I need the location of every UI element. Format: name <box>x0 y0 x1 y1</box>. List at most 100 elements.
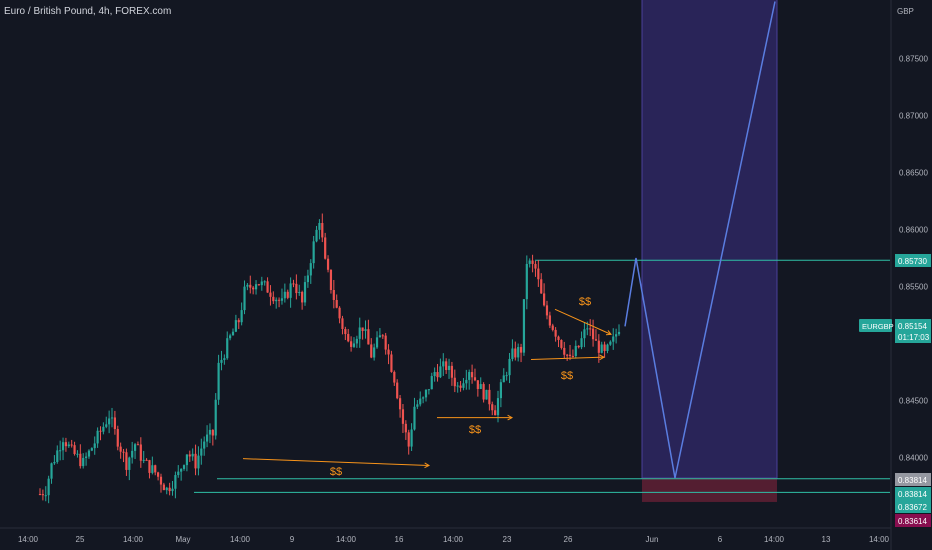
candle-body <box>447 365 451 371</box>
candle-body <box>459 385 462 388</box>
candle-body <box>64 442 68 447</box>
candle-body <box>257 284 261 286</box>
candle-body <box>329 269 333 291</box>
candle-body <box>298 292 301 294</box>
candle-body <box>514 348 517 358</box>
candle-body <box>577 345 580 348</box>
candle-body <box>396 382 399 399</box>
candle-body <box>462 383 465 388</box>
candle-body <box>350 341 353 347</box>
candle-body <box>499 382 502 399</box>
candle-body <box>312 241 315 264</box>
candle-body <box>217 362 220 400</box>
x-tick-label: 9 <box>290 535 295 544</box>
price-label: 0.85730 <box>898 257 927 266</box>
candle-body <box>289 283 292 298</box>
candle-body <box>194 453 197 469</box>
candle-body <box>119 446 122 452</box>
candle-body <box>277 299 281 301</box>
candle-body <box>606 344 609 351</box>
annotation-label: $$ <box>469 424 481 436</box>
candle-body <box>87 450 91 457</box>
candle-body <box>410 429 413 447</box>
candle-body <box>597 340 600 353</box>
candle-body <box>73 445 76 455</box>
candle-body <box>468 372 471 380</box>
candle-body <box>226 338 229 359</box>
candle-body <box>427 389 430 391</box>
candle-body <box>375 337 379 348</box>
candle-body <box>318 223 321 230</box>
candle-body <box>424 389 428 398</box>
candle-body <box>355 338 358 344</box>
candle-body <box>393 371 396 383</box>
x-tick-label: 14:00 <box>336 535 357 544</box>
candle-body <box>50 463 53 479</box>
sweep-arrow <box>554 308 612 335</box>
y-tick-label: 0.87500 <box>899 55 928 64</box>
candle-body <box>519 347 523 353</box>
candle-body <box>47 478 50 496</box>
candle-body <box>303 282 307 303</box>
candle-body <box>44 495 47 497</box>
candle-body <box>528 260 531 264</box>
candle-body <box>41 494 44 496</box>
candle-body <box>502 375 505 383</box>
candle-body <box>540 279 543 294</box>
candle-body <box>545 305 549 316</box>
price-label: 0.83814 <box>898 490 927 499</box>
countdown-label: 01:17:03 <box>898 333 930 342</box>
x-tick-label: 14:00 <box>230 535 251 544</box>
candle-body <box>116 429 119 447</box>
candle-body <box>505 375 508 377</box>
x-tick-label: 13 <box>822 535 831 544</box>
price-label-box <box>895 473 931 486</box>
candle-body <box>517 347 520 358</box>
candle-body <box>347 334 350 342</box>
candle-body <box>589 328 592 330</box>
candle-body <box>617 331 621 335</box>
candle-body <box>229 335 232 339</box>
candle-body <box>465 379 468 384</box>
annotation-label: $$ <box>579 296 591 308</box>
arrow-head <box>507 414 514 421</box>
candle-body <box>491 404 494 411</box>
candle-body <box>439 366 442 378</box>
x-tick-label: 14:00 <box>443 535 464 544</box>
candle-body <box>508 358 511 376</box>
candle-body <box>479 384 482 389</box>
candle-body <box>136 444 140 446</box>
candle-body <box>591 328 595 340</box>
candle-body <box>105 424 108 427</box>
x-tick-label: 26 <box>564 535 573 544</box>
x-tick-label: 23 <box>503 535 512 544</box>
candle-body <box>275 299 278 302</box>
candle-body <box>543 293 546 306</box>
candle-body <box>422 397 425 399</box>
candle-body <box>151 465 154 473</box>
candle-body <box>79 453 82 467</box>
candle-body <box>254 284 258 290</box>
candle-body <box>433 372 436 377</box>
candle-body <box>214 399 217 436</box>
candle-body <box>191 453 194 457</box>
candle-body <box>240 310 243 323</box>
candle-body <box>445 361 448 371</box>
candle-body <box>177 471 180 476</box>
candle-body <box>280 298 284 301</box>
candle-body <box>473 377 477 381</box>
y-tick-label: 0.86000 <box>899 226 928 235</box>
candle-body <box>96 430 99 444</box>
candle-body <box>476 380 479 389</box>
candle-body <box>321 223 324 238</box>
candle-body <box>583 329 586 339</box>
candle-body <box>220 359 223 363</box>
candle-body <box>560 339 563 348</box>
candle-body <box>159 476 163 485</box>
x-tick-label: 6 <box>718 535 723 544</box>
candle-body <box>154 465 157 473</box>
candle-body <box>364 329 367 331</box>
candle-body <box>67 444 70 447</box>
price-axis: GBP 0.87500 0.87000 0.86500 0.86000 0.85500 0.… <box>859 0 931 550</box>
